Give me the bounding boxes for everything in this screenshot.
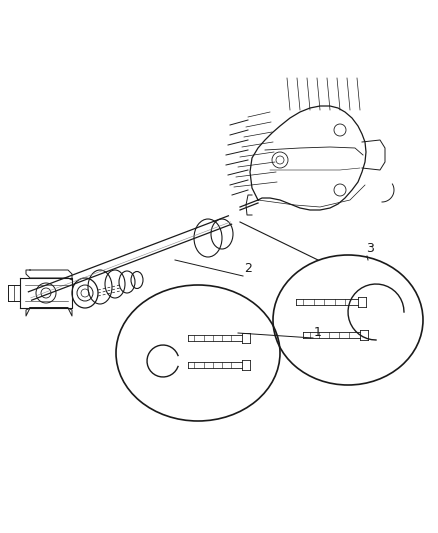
- Text: 1: 1: [314, 327, 322, 340]
- Text: 3: 3: [366, 241, 374, 254]
- Text: 2: 2: [244, 262, 252, 274]
